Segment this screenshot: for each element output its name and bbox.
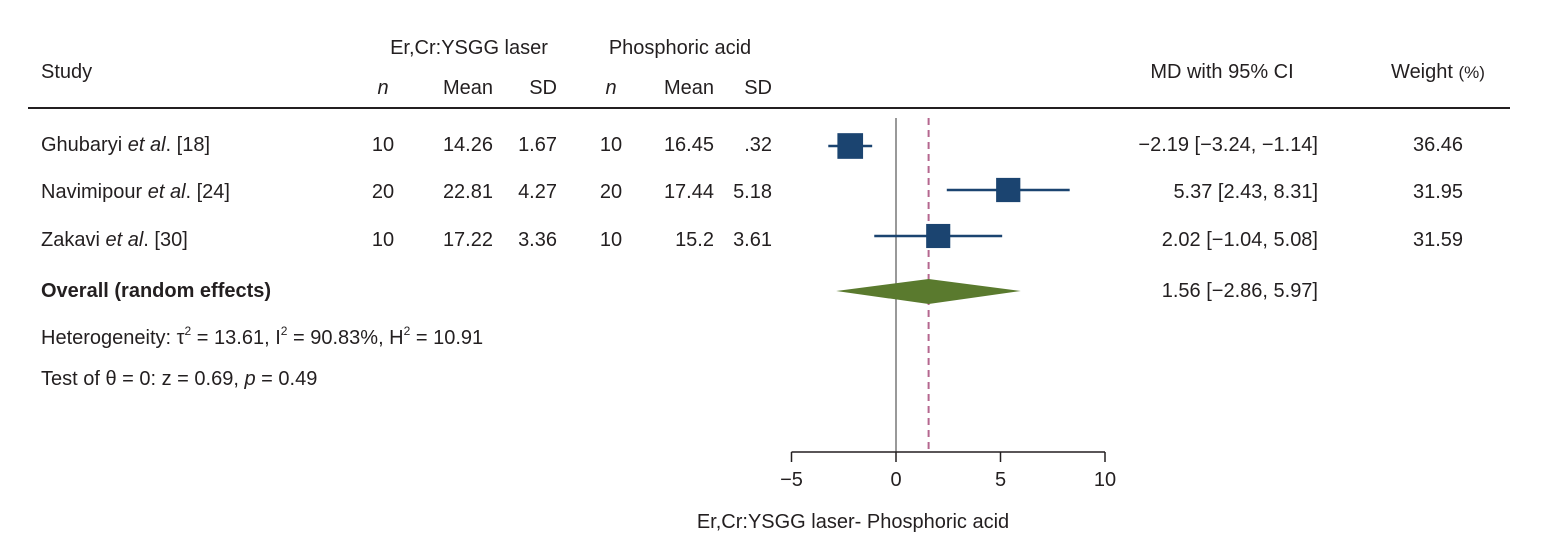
x-tick-label: −5 xyxy=(780,469,803,491)
study-etal: et al xyxy=(127,134,166,156)
weight-label: Weight xyxy=(1391,61,1453,83)
cell-sd2: 5.18 xyxy=(733,181,772,203)
study-author: Ghubaryi xyxy=(41,134,128,156)
test-p: p xyxy=(244,368,256,390)
col-sd2: SD xyxy=(744,77,772,99)
group1-label: Er,Cr:YSGG laser xyxy=(390,37,548,59)
test-statistic: Test of θ = 0: z = 0.69, p = 0.49 xyxy=(41,369,317,389)
cell-mean1: 14.26 xyxy=(442,134,493,156)
sup: 2 xyxy=(403,324,411,338)
cell-n2: 10 xyxy=(599,229,623,251)
cell-sd1: 4.27 xyxy=(518,181,557,203)
effect-square xyxy=(926,223,951,249)
cell-mean2: 15.2 xyxy=(675,229,714,251)
test-prefix: Test of θ = 0: z = 0.69, xyxy=(41,368,245,390)
col-mean2: Mean xyxy=(663,77,714,99)
cell-mean2: 16.45 xyxy=(663,134,714,156)
effect-square xyxy=(996,177,1021,203)
study-etal: et al xyxy=(147,181,186,203)
weight-unit: (%) xyxy=(1458,63,1485,82)
cell-n1: 10 xyxy=(371,229,395,251)
het-i2: = 90.83%, H xyxy=(287,327,404,349)
sup: 2 xyxy=(184,324,192,338)
cell-ci: −2.19 [−3.24, −1.14] xyxy=(1138,134,1318,156)
col-mean1: Mean xyxy=(442,77,493,99)
cell-n1: 10 xyxy=(371,134,395,156)
study-ref: . [18] xyxy=(165,134,211,156)
col-n1: n xyxy=(377,77,389,99)
cell-sd2: 3.61 xyxy=(733,229,772,251)
overall-label: Overall (random effects) xyxy=(41,280,272,302)
col-weight: Weight (%) xyxy=(1391,62,1485,82)
cell-n1: 20 xyxy=(371,181,395,203)
study-name: Navimipour et al. [24] xyxy=(41,182,230,202)
cell-n2: 10 xyxy=(599,134,623,156)
het-h2: = 10.91 xyxy=(410,327,484,349)
cell-n2: 20 xyxy=(599,181,623,203)
study-ref: . [24] xyxy=(185,181,230,203)
het-tau: = 13.61, I xyxy=(191,327,281,349)
x-axis-label: Er,Cr:YSGG laser- Phosphoric acid xyxy=(696,511,1010,533)
cell-sd1: 1.67 xyxy=(518,134,557,156)
cell-mean1: 17.22 xyxy=(442,229,493,251)
effect-square xyxy=(837,133,864,159)
cell-sd1: 3.36 xyxy=(518,229,557,251)
x-tick-label: 10 xyxy=(1093,469,1117,491)
group2-label: Phosphoric acid xyxy=(608,37,752,59)
cell-weight: 31.95 xyxy=(1412,181,1464,203)
col-study: Study xyxy=(41,61,93,83)
study-author: Navimipour xyxy=(41,181,148,203)
x-tick-label: 5 xyxy=(994,469,1007,491)
x-tick-label: 0 xyxy=(890,469,902,491)
heterogeneity: Heterogeneity: τ2 = 13.61, I2 = 90.83%, … xyxy=(41,325,484,349)
overall-diamond xyxy=(836,279,1021,304)
cell-weight: 36.46 xyxy=(1412,134,1464,156)
cell-ci: 2.02 [−1.04, 5.08] xyxy=(1161,229,1318,251)
overall-ci: 1.56 [−2.86, 5.97] xyxy=(1161,280,1318,302)
study-author: Zakavi xyxy=(41,229,106,251)
study-ref: . [30] xyxy=(143,229,188,251)
sup: 2 xyxy=(280,324,288,338)
cell-sd2: .32 xyxy=(744,134,772,156)
col-md: MD with 95% CI xyxy=(1150,61,1294,83)
het-prefix: Heterogeneity: τ xyxy=(41,327,185,349)
cell-mean2: 17.44 xyxy=(663,181,714,203)
cell-mean1: 22.81 xyxy=(442,181,493,203)
study-name: Zakavi et al. [30] xyxy=(41,230,188,250)
cell-weight: 31.59 xyxy=(1412,229,1464,251)
study-etal: et al xyxy=(105,229,144,251)
col-sd1: SD xyxy=(529,77,557,99)
test-suffix: = 0.49 xyxy=(255,368,318,390)
col-n2: n xyxy=(605,77,617,99)
study-name: Ghubaryi et al. [18] xyxy=(41,135,210,155)
cell-ci: 5.37 [2.43, 8.31] xyxy=(1173,181,1318,203)
